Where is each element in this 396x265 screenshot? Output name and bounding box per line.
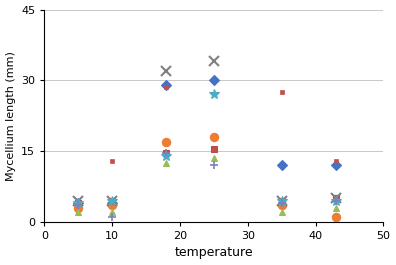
- X-axis label: temperature: temperature: [175, 246, 253, 259]
- Y-axis label: Mycellium length (mm): Mycellium length (mm): [6, 51, 15, 181]
